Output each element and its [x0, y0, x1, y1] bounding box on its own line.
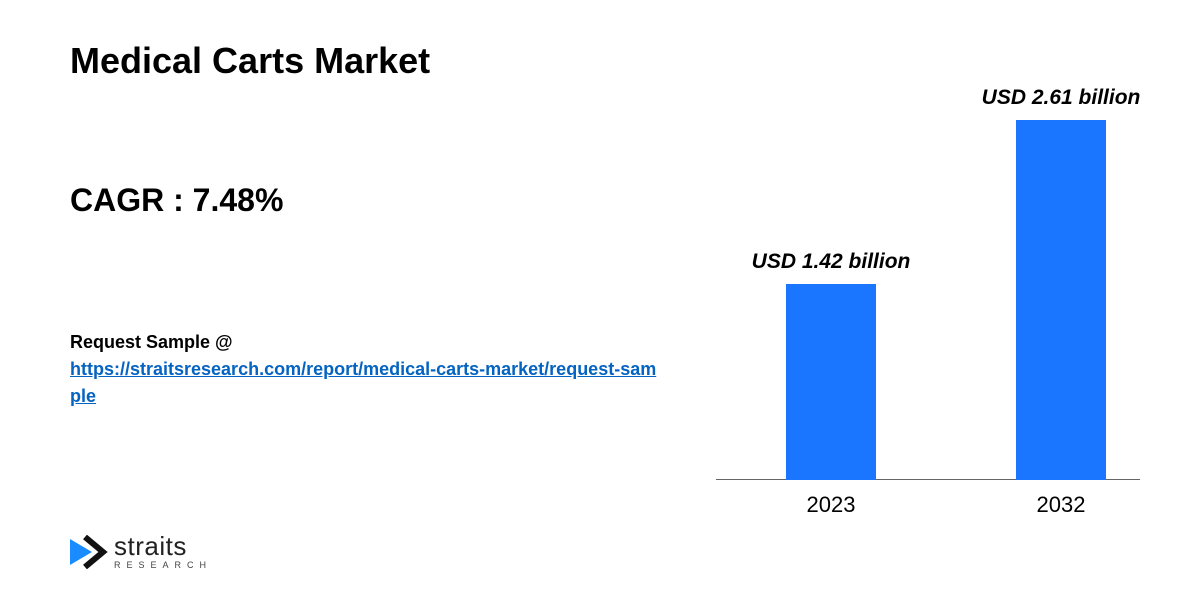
bar-group-2023: USD 1.42 billion 2023	[786, 284, 876, 480]
bar-value-label: USD 2.61 billion	[982, 86, 1141, 110]
request-sample-link[interactable]: https://straitsresearch.com/report/medic…	[70, 359, 656, 406]
page-title: Medical Carts Market	[70, 40, 666, 82]
page-container: Medical Carts Market CAGR : 7.48% Reques…	[0, 0, 1200, 600]
logo-sub-text: RESEARCH	[114, 561, 212, 570]
chart-panel: USD 1.42 billion 2023 USD 2.61 billion 2…	[696, 0, 1200, 600]
logo-main-text: straits	[114, 533, 212, 559]
logo: straits RESEARCH	[70, 533, 212, 570]
bar-x-label: 2032	[1037, 492, 1086, 518]
bar-group-2032: USD 2.61 billion 2032	[1016, 120, 1106, 480]
request-sample-label: Request Sample @	[70, 329, 666, 356]
cagr-metric: CAGR : 7.48%	[70, 182, 666, 219]
request-sample-block: Request Sample @ https://straitsresearch…	[70, 329, 666, 410]
bar-chart: USD 1.42 billion 2023 USD 2.61 billion 2…	[716, 30, 1140, 480]
logo-arrow-icon	[70, 535, 108, 569]
logo-text: straits RESEARCH	[114, 533, 212, 570]
left-panel: Medical Carts Market CAGR : 7.48% Reques…	[0, 0, 696, 600]
bar-rect	[1016, 120, 1106, 480]
bar-x-label: 2023	[807, 492, 856, 518]
bar-rect	[786, 284, 876, 480]
bar-value-label: USD 1.42 billion	[752, 250, 911, 274]
